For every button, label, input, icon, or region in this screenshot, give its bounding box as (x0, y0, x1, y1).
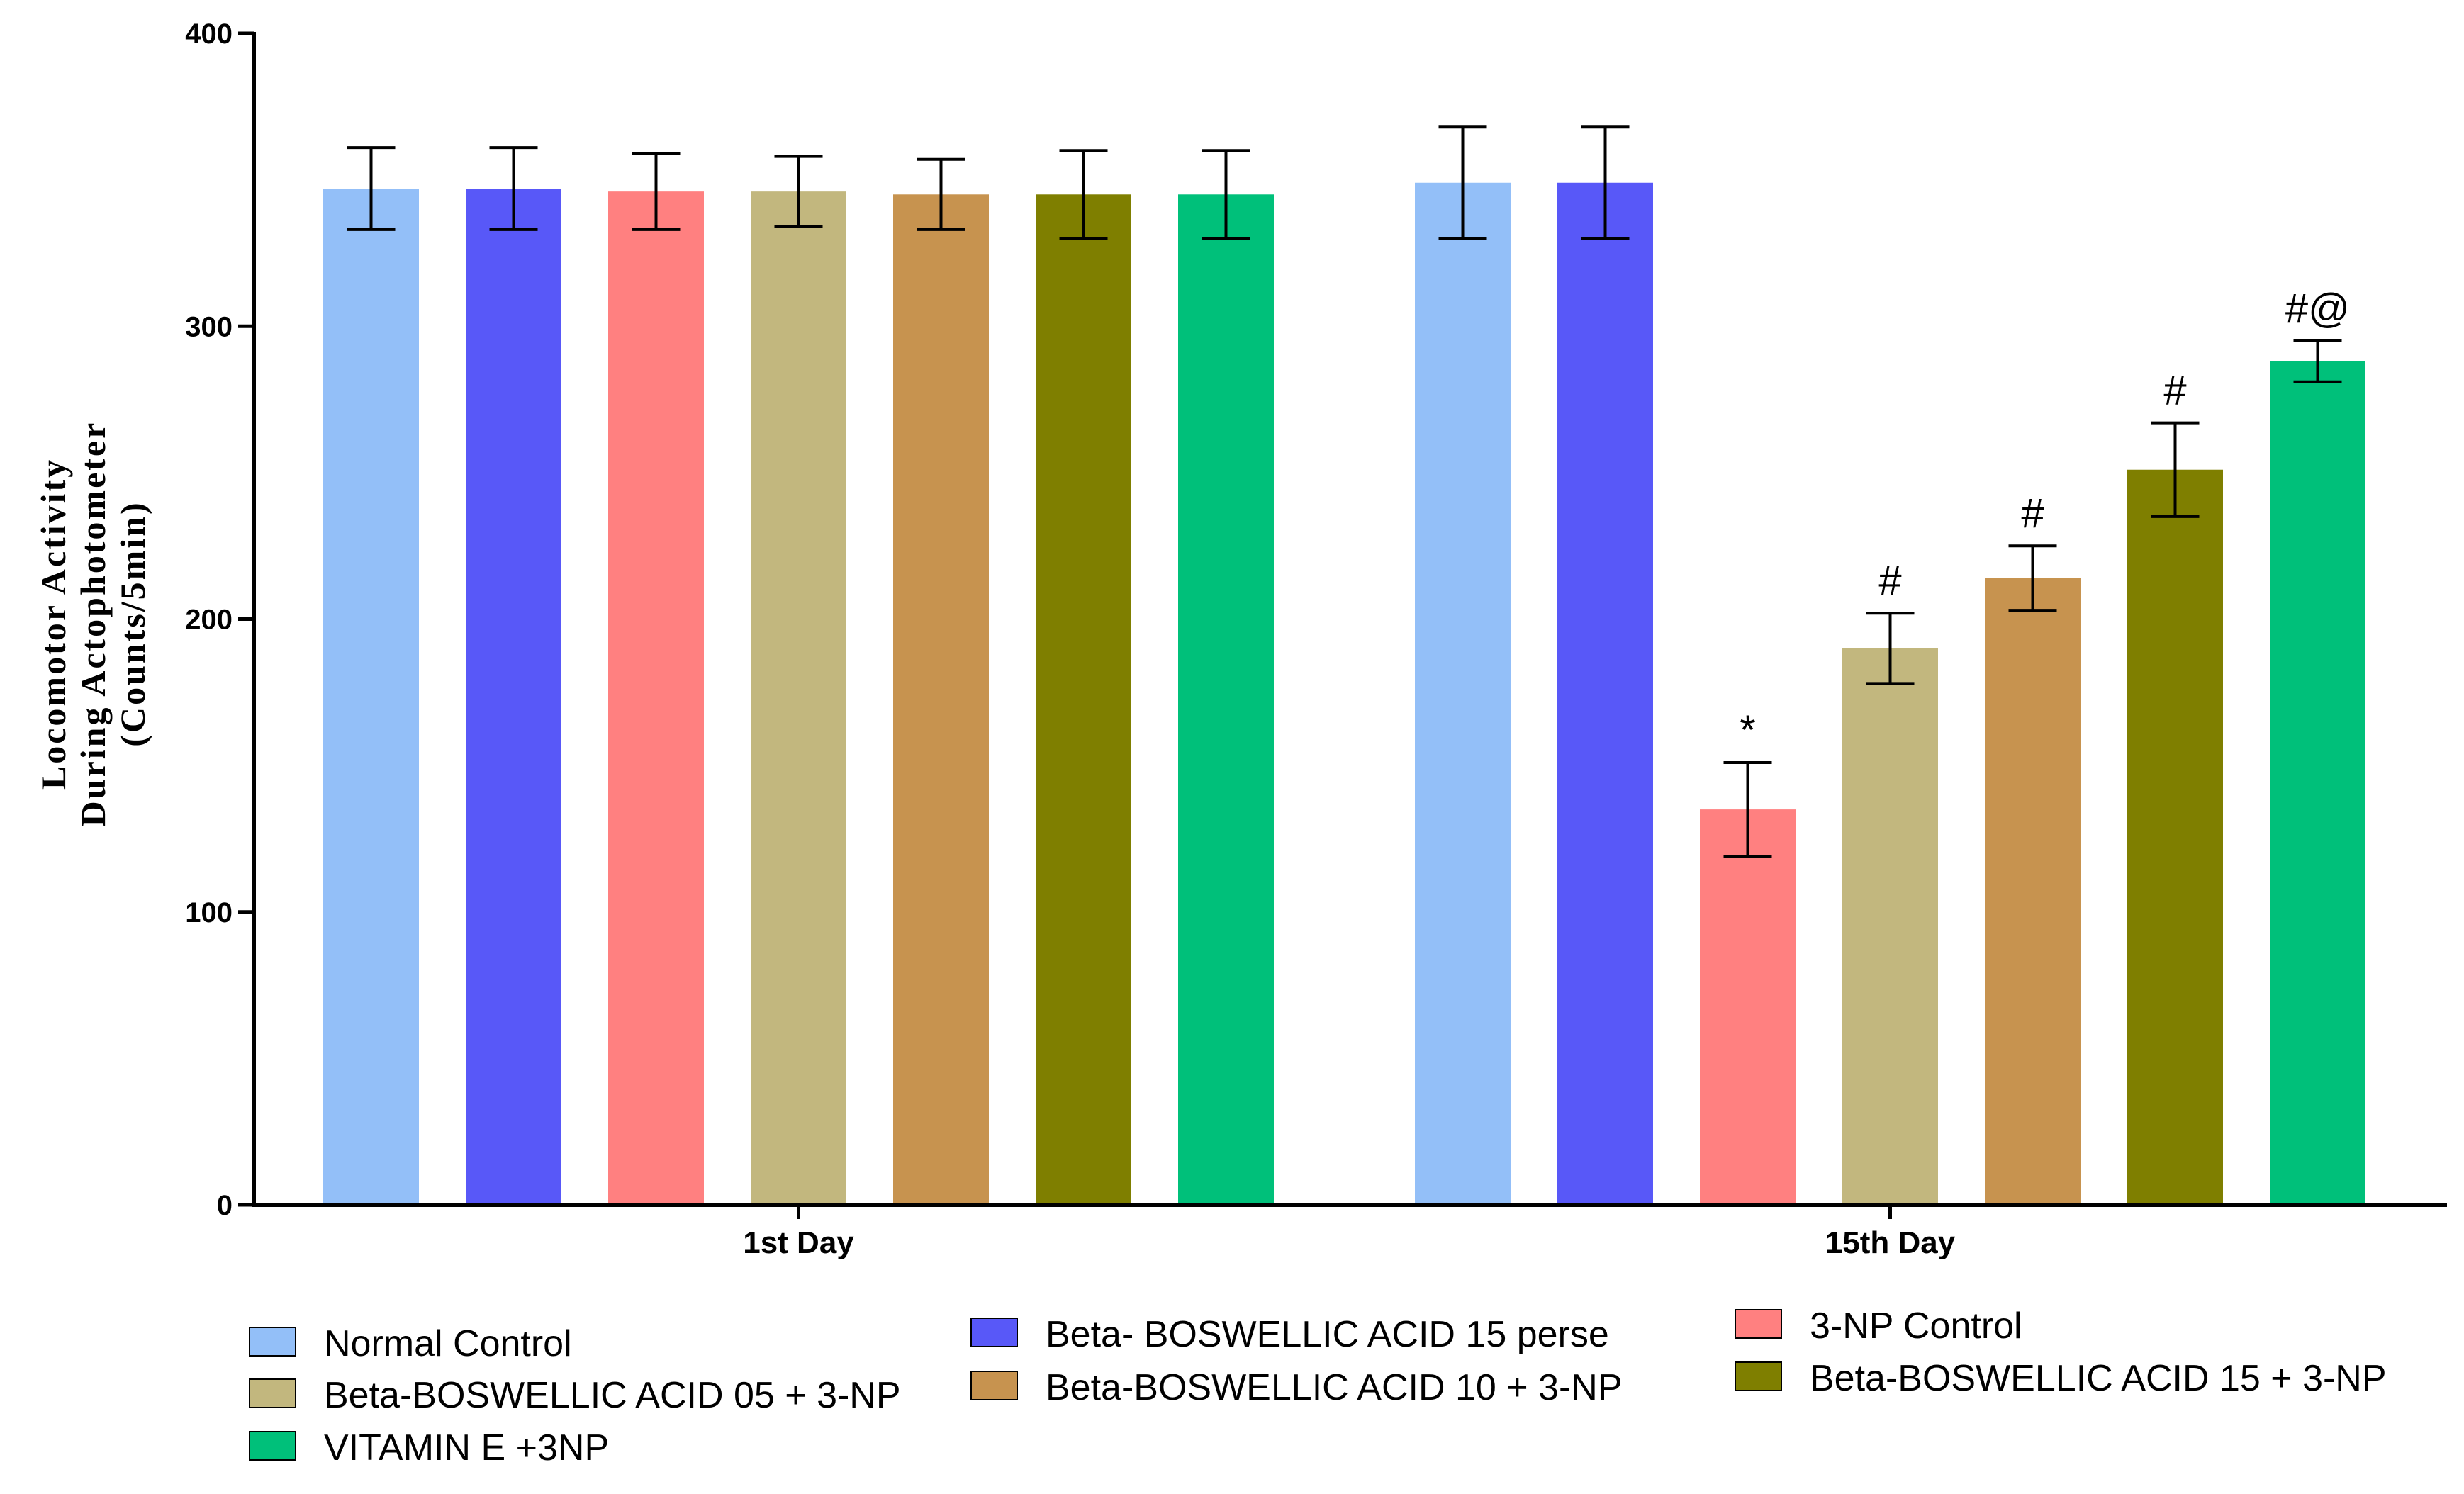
bar (1036, 194, 1131, 1206)
legend-swatch (249, 1327, 296, 1357)
x-tick-label: 1st Day (743, 1225, 854, 1260)
bar (1415, 182, 1511, 1205)
annotations: * # # # #@ (1740, 286, 2350, 753)
legend-label: VITAMIN E +3NP (324, 1427, 609, 1468)
legend-swatch (1735, 1361, 1782, 1391)
error-bars (347, 125, 2342, 858)
legend-swatch (1735, 1309, 1782, 1339)
legend-label: Beta- BOSWELLIC ACID 15 perse (1046, 1314, 1609, 1355)
bar (2270, 361, 2365, 1206)
legend-label: Normal Control (324, 1323, 572, 1364)
bar (1842, 648, 1938, 1205)
legend-swatch (249, 1431, 296, 1461)
legend: Normal Control Beta- BOSWELLIC ACID 15 pe… (249, 1305, 2387, 1468)
x-tick-label: 15th Day (1825, 1225, 1956, 1260)
legend-label: Beta-BOSWELLIC ACID 10 + 3-NP (1046, 1367, 1623, 1408)
legend-swatch (970, 1371, 1018, 1400)
bar (466, 189, 561, 1206)
bars (323, 182, 2365, 1206)
significance-marker: # (2021, 490, 2044, 537)
legend-swatch (970, 1318, 1018, 1347)
bar (893, 194, 989, 1206)
significance-marker: # (1878, 558, 1901, 604)
legend-label: Beta-BOSWELLIC ACID 05 + 3-NP (324, 1375, 901, 1416)
y-tick-label: 400 (185, 18, 233, 50)
legend-label: Beta-BOSWELLIC ACID 15 + 3-NP (1810, 1358, 2387, 1399)
y-axis-title-line: (Counts/5min) (113, 500, 152, 746)
significance-marker: # (2163, 368, 2186, 414)
y-axis-title-line: During Actophotometer (73, 421, 113, 827)
y-tick-label: 300 (185, 311, 233, 342)
y-tick-label: 200 (185, 605, 233, 636)
y-axis-label: Locomotor Activity During Actophotometer(… (33, 421, 152, 827)
bar (1985, 578, 2081, 1205)
bar (751, 191, 846, 1205)
bar (323, 189, 419, 1206)
y-tick-label: 0 (217, 1190, 233, 1221)
legend-swatch (249, 1378, 296, 1408)
significance-marker: * (1740, 707, 1756, 753)
bar (2127, 469, 2223, 1206)
bar (1700, 809, 1796, 1205)
significance-marker: #@ (2285, 286, 2350, 332)
axes: 0 100 200 300 400 1st Day 15th Day (185, 18, 2447, 1260)
bar (1557, 182, 1653, 1205)
y-tick-label: 100 (185, 897, 233, 928)
bar (1178, 194, 1274, 1206)
legend-label: 3-NP Control (1810, 1305, 2022, 1347)
y-axis-title-line: Locomotor Activity (33, 458, 73, 790)
bar (608, 191, 704, 1205)
